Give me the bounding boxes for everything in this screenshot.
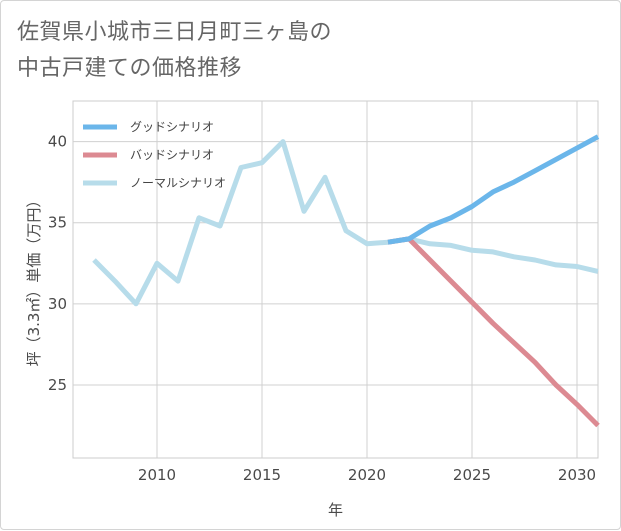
- x-tick-label: 2030: [558, 466, 596, 484]
- axis-ticks: 2010 2015 2020 2025 2030 25 30 35 40: [48, 133, 596, 484]
- series-line-1: [387, 236, 600, 428]
- legend-label-0: グッドシナリオ: [130, 120, 214, 134]
- series-lines: [92, 134, 600, 428]
- series-line-2: [92, 139, 599, 307]
- x-tick-label: 2010: [138, 466, 176, 484]
- y-tick-label: 40: [48, 133, 67, 151]
- x-tick-label: 2020: [348, 466, 386, 484]
- chart-title: 佐賀県小城市三日月町三ヶ島の 中古戸建ての価格推移: [17, 15, 332, 87]
- legend-label-1: バッドシナリオ: [130, 148, 214, 162]
- y-tick-label: 25: [48, 376, 67, 394]
- x-tick-label: 2015: [243, 466, 281, 484]
- series-line-0: [387, 134, 600, 245]
- y-tick-label: 35: [48, 214, 67, 232]
- y-tick-label: 30: [48, 295, 67, 313]
- y-axis-label: 坪（3.3㎡）単価（万円）: [25, 193, 43, 367]
- chart-title-line-2: 中古戸建ての価格推移: [17, 56, 243, 81]
- x-axis-label: 年: [328, 501, 343, 519]
- legend-label-2: ノーマルシナリオ: [130, 176, 226, 190]
- plot-frame: [72, 100, 599, 459]
- grid-lines: [72, 100, 599, 459]
- x-tick-label: 2025: [453, 466, 491, 484]
- chart-title-line-1: 佐賀県小城市三日月町三ヶ島の: [17, 20, 333, 45]
